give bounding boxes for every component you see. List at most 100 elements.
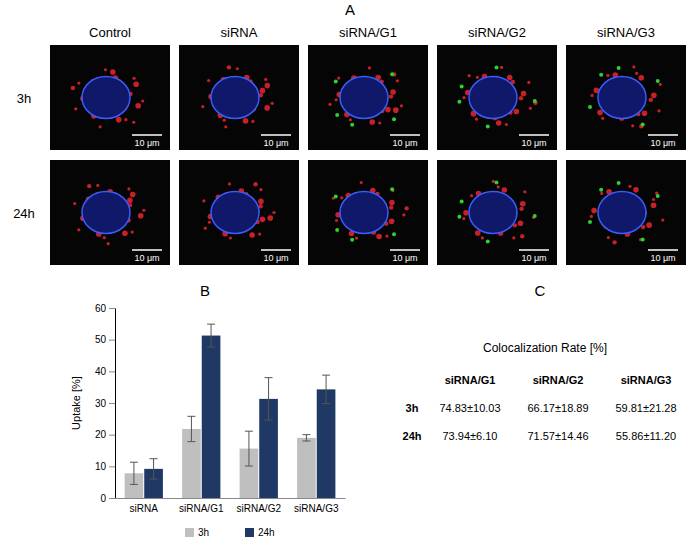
- nucleus: [211, 192, 259, 234]
- vesicle: [527, 81, 530, 84]
- column-header: siRNA/G2: [468, 25, 526, 40]
- vesicle: [476, 76, 479, 79]
- vesicle: [133, 81, 139, 87]
- particle: [599, 188, 603, 192]
- error-cap: [207, 346, 215, 347]
- scale-bar-label: 10 μm: [521, 253, 546, 263]
- vesicle: [132, 121, 135, 124]
- vesicle: [520, 234, 524, 238]
- vesicle: [249, 232, 255, 238]
- vesicle: [243, 118, 249, 124]
- x-tick: siRNA/G3: [294, 498, 339, 514]
- scale-bar-label: 10 μm: [392, 138, 417, 148]
- legend-label: 24h: [258, 527, 275, 538]
- particle: [334, 80, 338, 84]
- vesicle: [651, 202, 657, 208]
- nucleus: [469, 77, 517, 119]
- scale-bar: [132, 134, 162, 136]
- scale-bar-label: 10 μm: [263, 138, 288, 148]
- bar: [317, 389, 336, 498]
- particle: [486, 125, 490, 129]
- vesicle: [463, 210, 469, 216]
- vesicle: [520, 201, 526, 207]
- vesicle: [389, 200, 395, 206]
- vesicle: [512, 236, 515, 239]
- micrograph: 10 μm: [179, 45, 299, 150]
- vesicle: [659, 83, 662, 86]
- vesicle: [260, 88, 266, 94]
- error-cap: [265, 377, 273, 378]
- y-tick: 10: [95, 461, 115, 472]
- vesicle: [132, 77, 135, 80]
- vesicle: [253, 182, 257, 186]
- vesicle: [328, 103, 331, 106]
- table-title: Colocalization Rate [%]: [483, 341, 607, 355]
- x-axis: siRNAsiRNA/G1siRNA/G2siRNA/G3: [116, 498, 346, 514]
- image-background: [437, 45, 557, 150]
- particle: [392, 117, 396, 121]
- column-header: siRNA/G3: [621, 374, 672, 386]
- vesicle: [475, 118, 478, 121]
- nucleus: [340, 77, 388, 119]
- particle: [588, 105, 592, 109]
- particle: [460, 85, 464, 89]
- vesicle: [259, 188, 262, 191]
- vesicle: [470, 194, 473, 197]
- column-header: siRNA/G2: [533, 374, 584, 386]
- vesicle: [104, 68, 107, 71]
- scale-bar-label: 10 μm: [263, 253, 288, 263]
- image-background: [566, 160, 686, 265]
- error-cap: [130, 484, 138, 485]
- column-header: siRNA/G3: [597, 25, 655, 40]
- table-cell: 55.86±11.20: [616, 430, 676, 442]
- particle: [533, 214, 537, 218]
- vesicle: [71, 86, 75, 90]
- error-cap: [265, 420, 273, 421]
- micrograph: 10 μm: [50, 45, 170, 150]
- tick-mark: [109, 498, 115, 499]
- particle: [334, 195, 338, 199]
- nucleus: [469, 192, 517, 234]
- scale-bar: [519, 249, 549, 251]
- error-bar: [187, 416, 195, 441]
- vesicle: [130, 192, 136, 198]
- tick-mark: [109, 435, 115, 436]
- vesicle: [529, 107, 532, 110]
- vesicle: [77, 81, 80, 84]
- vesicle: [590, 215, 593, 218]
- vesicle: [74, 107, 77, 110]
- legend-swatch: [185, 528, 194, 537]
- vesicle: [142, 209, 145, 212]
- panel-letter: C: [535, 282, 546, 299]
- error-stem: [248, 431, 249, 466]
- tick-mark: [109, 403, 115, 404]
- y-tick: 60: [95, 303, 115, 314]
- table-cell: 59.81±21.28: [615, 402, 676, 414]
- vesicle: [661, 218, 664, 221]
- vesicle: [497, 185, 500, 188]
- vesicle: [103, 236, 106, 239]
- vesicle: [389, 205, 393, 209]
- error-bar: [207, 324, 215, 347]
- vesicle: [632, 65, 635, 68]
- vesicle: [590, 94, 593, 97]
- x-tick: siRNA: [130, 498, 159, 514]
- error-cap: [150, 479, 158, 480]
- vesicle: [523, 190, 526, 193]
- vesicle: [633, 187, 639, 193]
- particle: [457, 100, 461, 104]
- column-header: siRNA/G1: [445, 374, 496, 386]
- y-tick: 40: [95, 366, 115, 377]
- tick-label: siRNA/G2: [237, 503, 282, 514]
- particle: [599, 73, 603, 77]
- panel-a: AControlsiRNAsiRNA/G1siRNA/G2siRNA/G33h1…: [13, 1, 686, 265]
- error-bar: [302, 435, 310, 441]
- y-axis: 0102030405060: [95, 303, 116, 504]
- vesicle: [258, 199, 264, 205]
- legend-item: 24h: [245, 527, 275, 538]
- scale-bar: [261, 134, 291, 136]
- x-tick: siRNA/G2: [237, 498, 282, 514]
- vesicle: [77, 228, 80, 231]
- vesicle: [462, 96, 465, 99]
- particle: [392, 232, 396, 236]
